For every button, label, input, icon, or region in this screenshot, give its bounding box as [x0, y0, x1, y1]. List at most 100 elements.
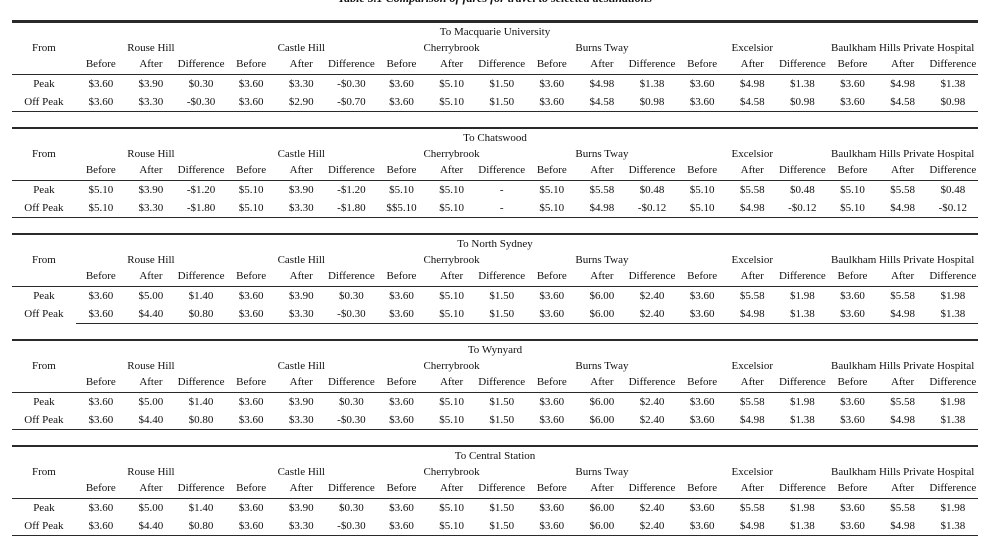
fare-cell: $4.98: [727, 517, 778, 536]
group-header-castle-hill: Castle Hill: [277, 42, 325, 54]
fare-table-to-wynyard: To Wynyard From Rouse Hill Castle Hill Cherr…: [12, 339, 978, 430]
fare-cell: $1.40: [188, 501, 214, 514]
group-header-cherrybrook: Cherrybrook: [423, 148, 480, 160]
group-header-castle-hill: Castle Hill: [277, 148, 325, 160]
fare-cell: $1.38: [777, 305, 828, 324]
subheader-cherrybrook-before: Before: [376, 375, 427, 393]
fare-table-to-central-station: To Central Station From Rouse Hill Castle H…: [12, 445, 978, 536]
subheader-castle-hill-difference: Difference: [326, 481, 377, 499]
subheader-castle-hill-difference: Difference: [326, 163, 377, 181]
subheader-row: Before After Difference Before After Differen…: [12, 57, 978, 75]
fare-cell: $3.30: [276, 199, 327, 218]
fare-cell: -$0.12: [777, 199, 828, 218]
fare-cell: -$0.30: [175, 93, 227, 112]
subheader-rouse-hill-after: After: [125, 163, 176, 181]
fare-cell: $3.30: [276, 411, 327, 430]
fare-cell: $6.00: [589, 501, 615, 514]
subheader-excelsior-after: After: [727, 163, 778, 181]
subheader-burns-tway-before: Before: [526, 163, 577, 181]
fare-cell: $1.50: [476, 93, 527, 112]
group-header-baulkham-hills-private-hospital: Baulkham Hills Private Hospital: [831, 148, 975, 160]
subheader-cherrybrook-difference: Difference: [476, 375, 527, 393]
fare-cell: $3.60: [376, 93, 427, 112]
subheader-burns-tway-after: After: [576, 163, 627, 181]
fare-cell: $3.30: [276, 305, 327, 324]
fare-cell: -$1.80: [326, 199, 377, 218]
group-header-cherrybrook: Cherrybrook: [423, 360, 480, 372]
table-title-clipped: Table 5.1 Comparison of fares for travel…: [12, 0, 978, 7]
fare-table-to-macquarie-university: To Macquarie University From Rouse Hill Cas…: [12, 20, 978, 112]
fare-cell: -$0.12: [927, 199, 978, 218]
fare-cell: $1.38: [639, 77, 665, 90]
fare-cell: $0.80: [175, 411, 227, 430]
table-caption: To Macquarie University: [12, 20, 978, 40]
fare-cell: $4.98: [589, 77, 615, 90]
subheader-baulkham-hills-private-hospital-difference: Difference: [927, 481, 978, 499]
fare-cell: $1.98: [789, 395, 815, 408]
subheader-castle-hill-after: After: [276, 163, 327, 181]
from-header: From: [31, 254, 56, 266]
fare-cell: $3.60: [840, 77, 865, 90]
row-label: Peak: [33, 501, 55, 514]
fare-cell: $0.48: [789, 183, 815, 196]
fare-row-off-peak: Off Peak $3.60 $4.40 $0.80 $3.60 $3.30 -$0.30 $…: [12, 517, 978, 536]
fare-cell: $3.60: [226, 93, 277, 112]
fare-row-peak: Peak $3.60 $5.00 $1.40 $3.60 $3.90 $0.30 $3.60 $…: [12, 287, 978, 306]
fare-cell: $5.10: [426, 93, 477, 112]
group-header-row: From Rouse Hill Castle Hill Cherrybrook Burn…: [12, 40, 978, 57]
group-header-castle-hill: Castle Hill: [277, 254, 325, 266]
fare-cell: $3.60: [226, 517, 277, 536]
fare-cell: -$0.30: [337, 77, 366, 90]
fare-cell: $0.98: [777, 93, 828, 112]
group-header-rouse-hill: Rouse Hill: [127, 254, 175, 266]
group-header-row: From Rouse Hill Castle Hill Cherrybrook Burn…: [12, 146, 978, 163]
subheader-baulkham-hills-private-hospital-difference: Difference: [927, 375, 978, 393]
fare-cell: $4.98: [877, 305, 928, 324]
caption-row: To North Sydney: [12, 233, 978, 252]
fare-cell: $3.60: [376, 411, 427, 430]
fare-cell: $3.60: [677, 517, 728, 536]
subheader-burns-tway-before: Before: [526, 269, 577, 287]
fare-cell: $2.40: [626, 411, 678, 430]
fare-cell: $4.98: [877, 411, 928, 430]
fare-row-off-peak: Off Peak $3.60 $4.40 $0.80 $3.60 $3.30 -$0.30 $…: [12, 411, 978, 430]
row-label: Off Peak: [12, 93, 76, 112]
fare-cell: $5.10: [439, 77, 464, 90]
fare-cell: $5.00: [138, 395, 164, 408]
fare-cell: $3.60: [389, 395, 414, 408]
fare-cell: $5.10: [426, 305, 477, 324]
fare-cell: $3.60: [376, 305, 427, 324]
subheader-excelsior-difference: Difference: [777, 481, 828, 499]
subheader-rouse-hill-before: Before: [75, 481, 126, 499]
subheader-baulkham-hills-private-hospital-difference: Difference: [927, 163, 978, 181]
subheader-excelsior-before: Before: [677, 269, 728, 287]
fare-cell: $5.58: [739, 395, 765, 408]
fare-cell: -$0.30: [326, 305, 377, 324]
fare-cell: $3.60: [677, 305, 728, 324]
subheader-burns-tway-difference: Difference: [626, 481, 678, 499]
subheader-burns-tway-before: Before: [526, 481, 577, 499]
fare-cell: $3.60: [75, 411, 126, 430]
fare-cell: $3.60: [840, 289, 865, 302]
subheader-spacer: [12, 375, 76, 393]
fare-cell: $3.60: [840, 395, 865, 408]
fare-cell: $5.10: [426, 411, 477, 430]
subheader-baulkham-hills-private-hospital-difference: Difference: [927, 57, 978, 75]
fare-cell: $5.10: [526, 199, 577, 218]
subheader-rouse-hill-after: After: [125, 269, 176, 287]
fare-cell: $1.50: [489, 289, 515, 302]
fare-cell: $3.30: [125, 93, 176, 112]
fare-cell: $6.00: [589, 395, 615, 408]
fare-cell: $6.00: [576, 517, 627, 536]
subheader-rouse-hill-before: Before: [75, 269, 126, 287]
from-header: From: [31, 148, 56, 160]
fare-cell: $0.48: [940, 183, 966, 196]
fare-cell: $3.90: [288, 395, 314, 408]
caption-row: To Chatswood: [12, 127, 978, 146]
subheader-baulkham-hills-private-hospital-after: After: [877, 269, 928, 287]
fare-cell: $3.60: [689, 289, 715, 302]
fare-cell: -$1.20: [337, 183, 366, 196]
subheader-castle-hill-before: Before: [226, 57, 277, 75]
fare-cell: $3.60: [88, 77, 114, 90]
row-label: Off Peak: [12, 517, 76, 536]
